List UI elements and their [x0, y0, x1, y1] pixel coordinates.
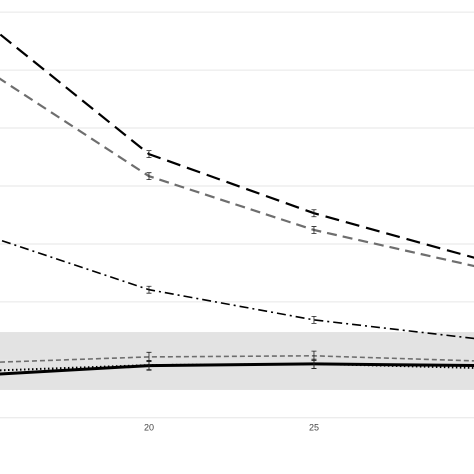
error-bar [311, 358, 317, 369]
series-line [0, 354, 474, 363]
error-bar [311, 209, 317, 218]
error-bar [146, 172, 152, 181]
x-tick-label: 25 [309, 422, 319, 432]
error-bar [311, 315, 317, 324]
error-bar [146, 150, 152, 159]
series-line [0, 32, 474, 259]
error-bar [146, 285, 152, 294]
series-line [0, 362, 474, 372]
error-bar [311, 226, 317, 234]
series-line [0, 239, 474, 340]
error-bar [146, 360, 152, 371]
series-line [0, 77, 474, 268]
reference-band [0, 332, 474, 390]
series-line [0, 362, 474, 376]
x-tick-label: 20 [144, 422, 154, 432]
